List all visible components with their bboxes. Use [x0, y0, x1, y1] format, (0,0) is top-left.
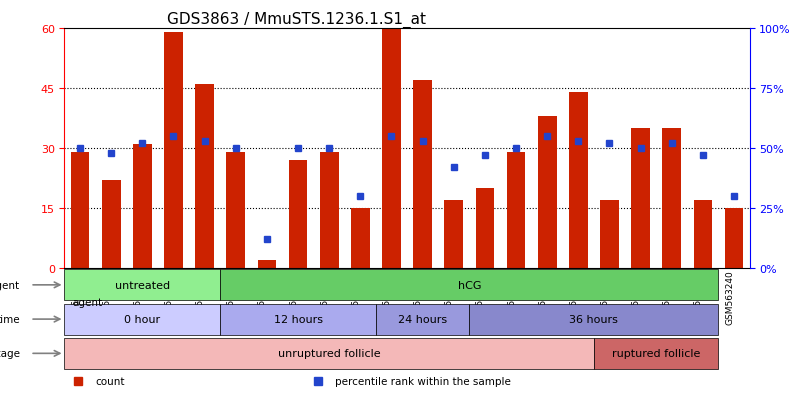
Bar — [663, 128, 681, 268]
Bar — [631, 128, 650, 268]
FancyBboxPatch shape — [594, 338, 718, 369]
Bar — [164, 33, 183, 268]
FancyBboxPatch shape — [469, 304, 718, 335]
Bar — [476, 188, 494, 268]
Bar — [444, 200, 463, 268]
Text: 24 hours: 24 hours — [398, 314, 447, 324]
Bar — [226, 152, 245, 268]
FancyBboxPatch shape — [64, 270, 220, 301]
Text: hCG: hCG — [458, 280, 481, 290]
Bar — [289, 160, 307, 268]
Text: unruptured follicle: unruptured follicle — [278, 349, 380, 358]
FancyBboxPatch shape — [220, 270, 718, 301]
Bar — [569, 93, 588, 268]
FancyBboxPatch shape — [376, 304, 469, 335]
Bar — [725, 208, 743, 268]
FancyBboxPatch shape — [64, 304, 220, 335]
Text: 36 hours: 36 hours — [569, 314, 618, 324]
Bar — [382, 29, 401, 268]
Text: GDS3863 / MmuSTS.1236.1.S1_at: GDS3863 / MmuSTS.1236.1.S1_at — [168, 12, 426, 28]
Bar — [507, 152, 526, 268]
Bar — [71, 152, 89, 268]
FancyBboxPatch shape — [220, 304, 376, 335]
Bar — [258, 260, 276, 268]
Text: time: time — [0, 314, 20, 324]
Text: 0 hour: 0 hour — [124, 314, 160, 324]
Text: count: count — [95, 376, 125, 386]
Bar — [351, 208, 370, 268]
Bar — [320, 152, 339, 268]
Bar — [600, 200, 619, 268]
Text: 12 hours: 12 hours — [273, 314, 322, 324]
Bar — [195, 85, 214, 268]
Bar — [102, 180, 121, 268]
Bar — [413, 81, 432, 268]
Text: agent: agent — [73, 297, 103, 307]
Text: agent: agent — [0, 280, 20, 290]
Text: ruptured follicle: ruptured follicle — [612, 349, 700, 358]
Bar — [693, 200, 713, 268]
Bar — [133, 145, 152, 268]
Text: development stage: development stage — [0, 349, 20, 358]
FancyBboxPatch shape — [64, 338, 594, 369]
Text: percentile rank within the sample: percentile rank within the sample — [335, 376, 511, 386]
Bar — [538, 116, 556, 268]
Text: untreated: untreated — [114, 280, 170, 290]
